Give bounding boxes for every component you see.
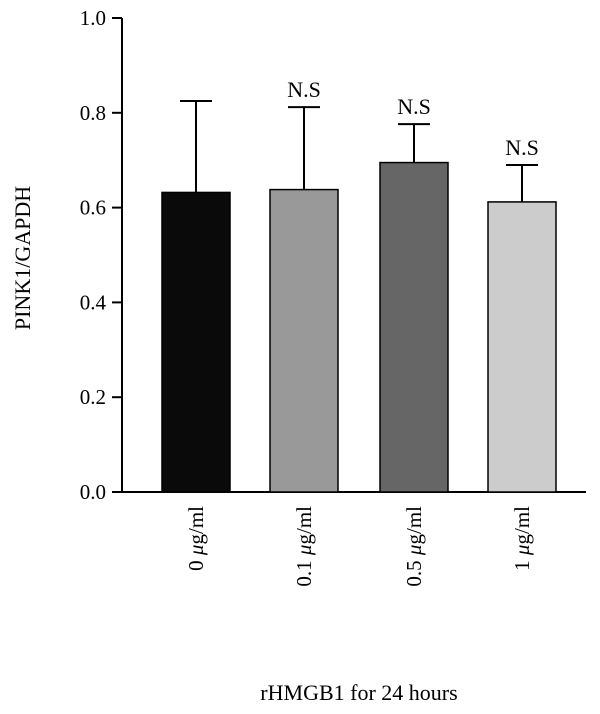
x-tick-label: 1 μg/ml bbox=[510, 506, 534, 571]
x-tick-number: 0.1 bbox=[292, 555, 316, 587]
x-tick-mu: μ bbox=[402, 545, 426, 557]
bars-group: N.S N.S N.S bbox=[161, 77, 557, 493]
x-tick-number: 0.5 bbox=[402, 555, 426, 587]
significance-label: N.S bbox=[287, 77, 321, 102]
x-tick-label: 0 μg/ml bbox=[184, 506, 208, 571]
y-tick-label: 0.6 bbox=[80, 196, 106, 220]
x-tick-label: 0.1 μg/ml bbox=[292, 506, 316, 587]
y-tick-label: 0.4 bbox=[80, 290, 107, 314]
significance-label: N.S bbox=[505, 135, 539, 160]
bar bbox=[269, 188, 339, 493]
significance-label: N.S bbox=[397, 94, 431, 119]
x-tick-label: 0.5 μg/ml bbox=[402, 506, 426, 587]
x-tick-unit: g/ml bbox=[184, 506, 208, 545]
bar bbox=[379, 161, 449, 493]
x-tick-labels: 0 μg/ml0.1 μg/ml0.5 μg/ml1 μg/ml bbox=[184, 506, 534, 587]
y-tick-label: 1.0 bbox=[80, 6, 106, 30]
x-tick-unit: g/ml bbox=[402, 506, 426, 545]
y-tick-label: 0.8 bbox=[80, 101, 106, 125]
x-tick-unit: g/ml bbox=[510, 506, 534, 545]
x-tick-unit: g/ml bbox=[292, 506, 316, 545]
x-tick-mu: μ bbox=[184, 545, 208, 557]
x-tick-mu: μ bbox=[292, 545, 316, 557]
x-tick-number: 0 bbox=[184, 555, 208, 571]
y-axis-title: PINK1/GAPDH bbox=[10, 186, 35, 330]
x-tick-number: 1 bbox=[510, 555, 534, 571]
bar bbox=[161, 191, 231, 493]
y-tick-label: 0.2 bbox=[80, 385, 106, 409]
bar bbox=[487, 201, 557, 493]
x-tick-mu: μ bbox=[510, 545, 534, 557]
x-axis-title: rHMGB1 for 24 hours bbox=[260, 680, 457, 705]
y-tick-label: 0.0 bbox=[80, 480, 106, 504]
